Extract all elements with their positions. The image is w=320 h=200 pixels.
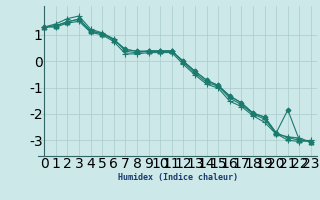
X-axis label: Humidex (Indice chaleur): Humidex (Indice chaleur) <box>118 173 238 182</box>
